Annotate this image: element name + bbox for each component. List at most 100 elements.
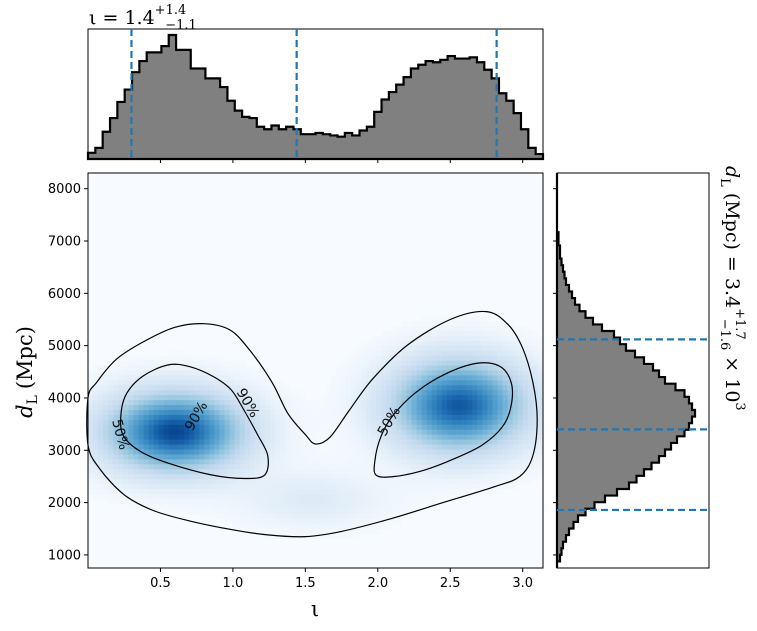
heatmap-cell: [204, 489, 210, 495]
heatmap-cell: [179, 439, 185, 446]
heatmap-cell: [492, 439, 499, 446]
heatmap-cell: [457, 444, 463, 451]
heatmap-cell: [138, 459, 145, 465]
heatmap-cell: [214, 365, 221, 372]
heatmap-cell: [472, 405, 478, 411]
heatmap-cell: [416, 355, 423, 362]
heatmap-cell: [492, 380, 499, 386]
heatmap-cell: [88, 419, 94, 426]
heatmap-cell: [219, 434, 226, 441]
heatmap-cell: [411, 444, 418, 451]
heatmap-cell: [441, 355, 448, 362]
heatmap-cell: [224, 405, 231, 411]
heatmap-cell: [214, 355, 221, 362]
heatmap-cell: [401, 479, 408, 485]
heatmap-cell: [234, 493, 241, 500]
heatmap-cell: [254, 528, 261, 535]
heatmap-cell: [103, 469, 109, 475]
heatmap-cell: [244, 449, 251, 456]
heatmap-cell: [426, 375, 433, 381]
heatmap-cell: [396, 419, 403, 426]
heatmap-cell: [158, 405, 165, 411]
heatmap-cell: [320, 528, 327, 535]
heatmap-cell: [426, 340, 433, 347]
heatmap-cell: [270, 489, 276, 495]
heatmap-cell: [234, 405, 241, 411]
heatmap-cell: [204, 410, 210, 416]
heatmap-cell: [411, 360, 418, 367]
heatmap-cell: [325, 518, 332, 525]
heatmap-cell: [199, 385, 205, 391]
heatmap-cell: [315, 484, 322, 490]
heatmap-cell: [502, 335, 509, 342]
heatmap-cell: [350, 434, 357, 441]
heatmap-cell: [310, 414, 317, 421]
heatmap-cell: [224, 419, 231, 426]
heatmap-cell: [431, 395, 438, 401]
heatmap-cell: [173, 498, 180, 505]
heatmap-cell: [340, 444, 347, 451]
heatmap-cell: [224, 454, 231, 460]
heatmap-cell: [163, 370, 170, 377]
heatmap-cell: [452, 355, 458, 362]
heatmap-cell: [350, 424, 357, 431]
heatmap-cell: [416, 434, 423, 441]
heatmap-cell: [199, 464, 205, 470]
heatmap-cell: [436, 365, 443, 372]
heatmap-cell: [254, 508, 261, 515]
heatmap-cell: [270, 410, 276, 416]
heatmap-cell: [487, 390, 494, 396]
heatmap-cell: [133, 484, 140, 490]
heatmap-cell: [381, 484, 387, 490]
heatmap-cell: [366, 390, 372, 396]
heatmap-cell: [376, 390, 382, 396]
heatmap-cell: [320, 498, 327, 505]
heatmap-cell: [128, 503, 135, 510]
heatmap-cell: [355, 498, 362, 505]
heatmap-cell: [310, 518, 317, 525]
heatmap-cell: [355, 424, 362, 431]
heatmap-cell: [502, 321, 509, 327]
heatmap-cell: [452, 321, 458, 327]
heatmap-cell: [371, 350, 377, 357]
heatmap-cell: [158, 464, 165, 470]
heatmap-cell: [310, 503, 317, 510]
heatmap-cell: [376, 350, 382, 357]
heatmap-cell: [158, 479, 165, 485]
heatmap-cell: [229, 459, 236, 465]
heatmap-cell: [446, 410, 453, 416]
heatmap-cell: [366, 464, 372, 470]
heatmap-cell: [128, 390, 135, 396]
heatmap-cell: [477, 331, 483, 337]
heatmap-cell: [391, 518, 397, 525]
heatmap-cell: [537, 474, 544, 480]
heatmap-cell: [522, 395, 529, 401]
heatmap-cell: [305, 474, 312, 480]
heatmap-cell: [527, 331, 534, 337]
heatmap-cell: [366, 513, 372, 520]
heatmap-cell: [391, 350, 397, 357]
heatmap-cell: [244, 508, 251, 515]
heatmap-cell: [421, 345, 428, 352]
heatmap-cell: [244, 370, 251, 377]
heatmap-cell: [239, 484, 246, 490]
heatmap-cell: [391, 513, 397, 520]
heatmap-cell: [199, 449, 205, 456]
heatmap-cell: [224, 449, 231, 456]
heatmap-cell: [381, 464, 387, 470]
heatmap-cell: [482, 390, 488, 396]
heatmap-cell: [537, 360, 544, 367]
heatmap-cell: [118, 449, 124, 456]
heatmap-cell: [264, 375, 271, 381]
heatmap-cell: [194, 493, 200, 500]
heatmap-cell: [224, 365, 231, 372]
heatmap-cell: [118, 479, 124, 485]
heatmap-cell: [219, 513, 226, 520]
heatmap-cell: [219, 400, 226, 406]
heatmap-cell: [381, 345, 387, 352]
heatmap-cell: [361, 449, 367, 456]
heatmap-cell: [376, 503, 382, 510]
heatmap-cell: [436, 419, 443, 426]
heatmap-cell: [350, 444, 357, 451]
heatmap-cell: [290, 489, 296, 495]
